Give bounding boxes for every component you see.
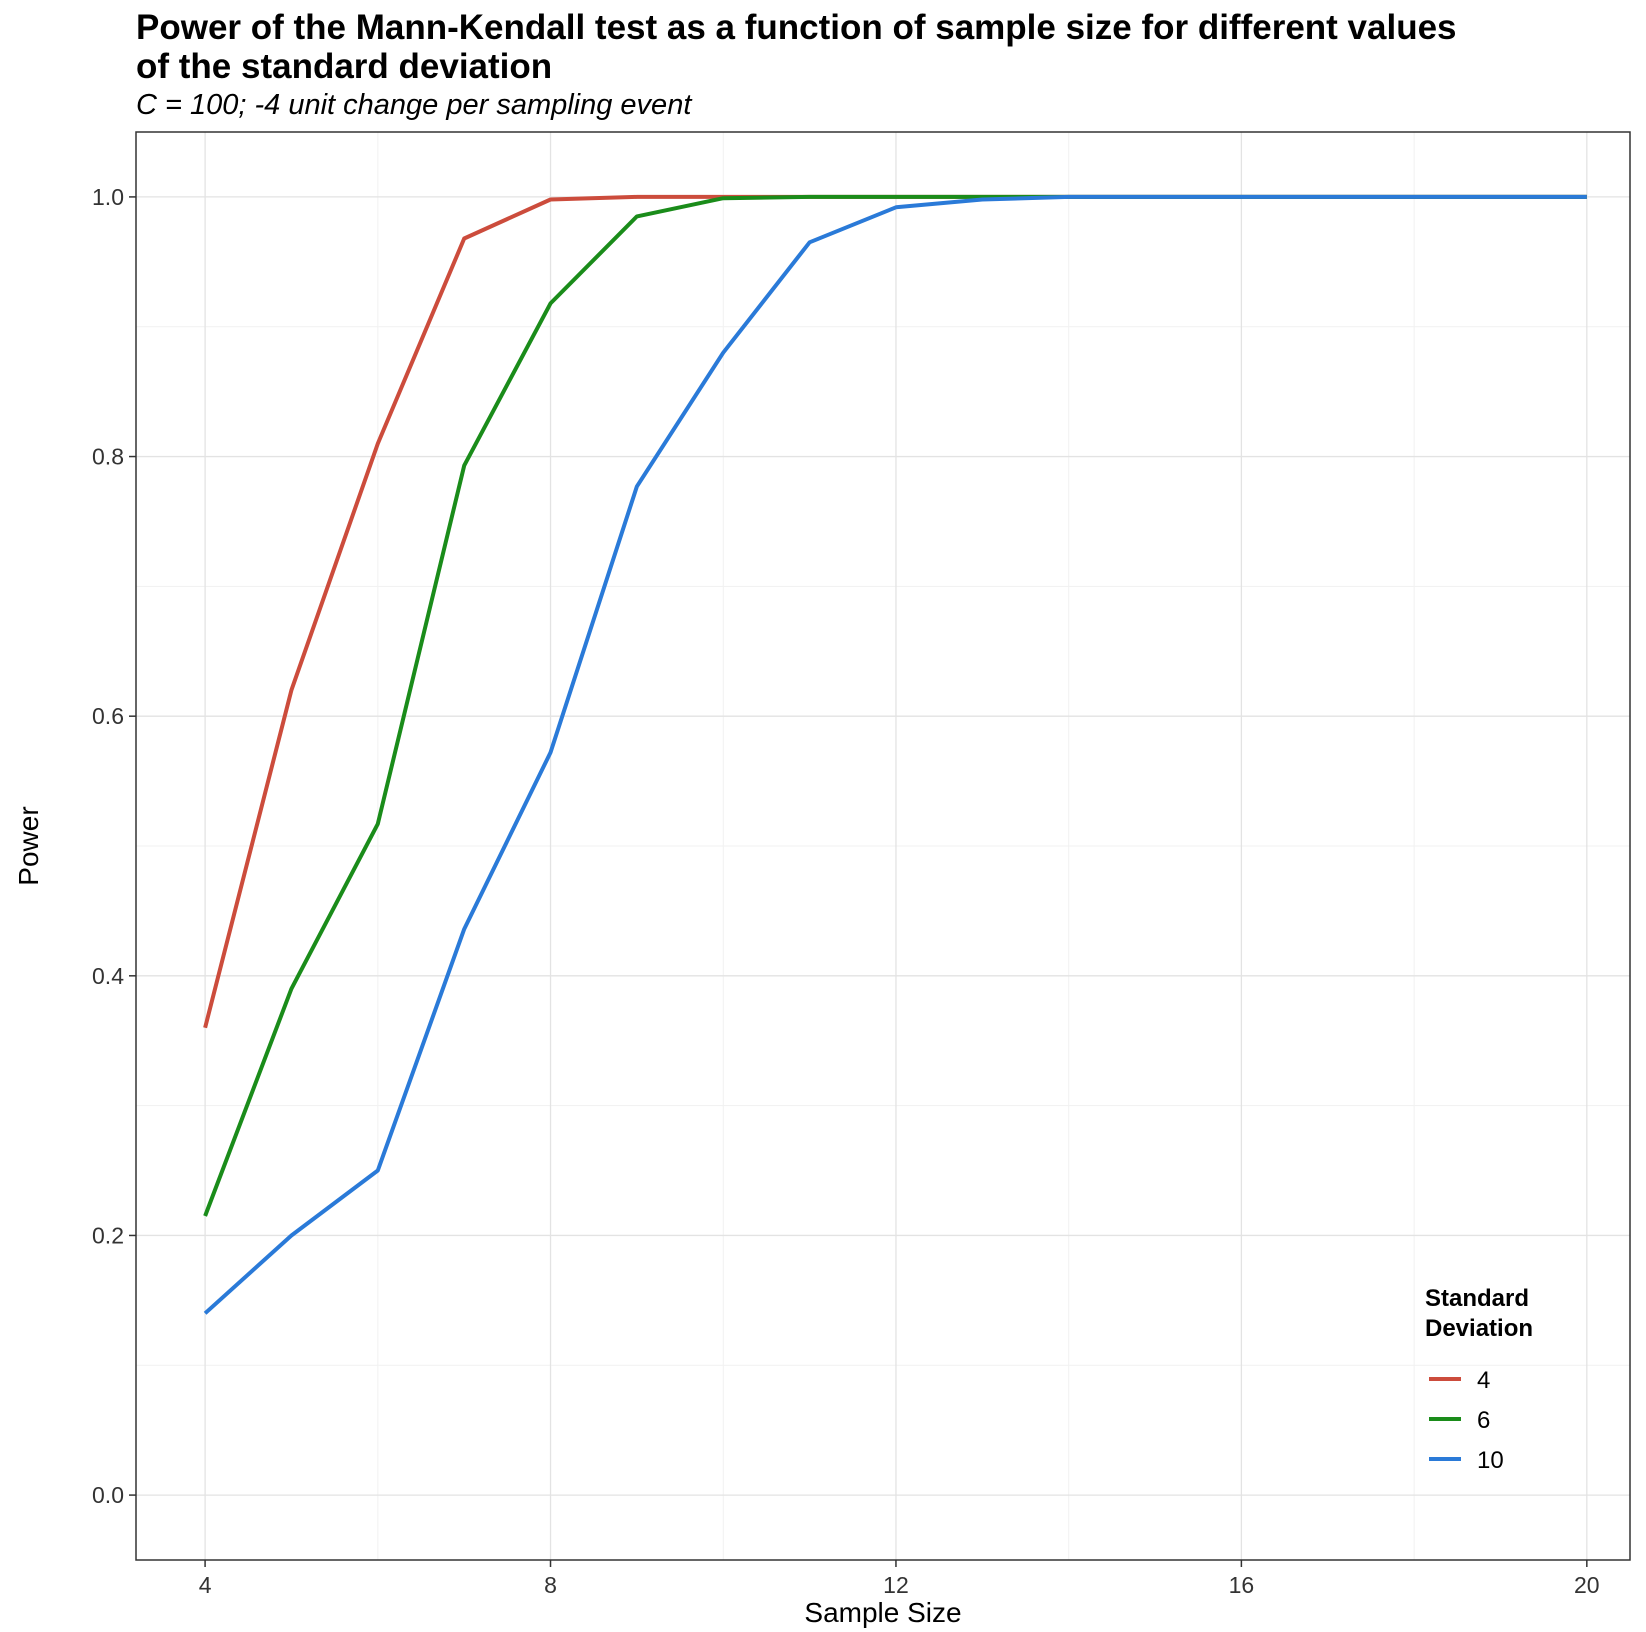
chart-title: Power of the Mann-Kendall test as a func… — [136, 8, 1457, 86]
legend-items: 4 6 10 — [1429, 1367, 1504, 1474]
grid-lines — [136, 132, 1630, 1560]
legend: Standard Deviation 4 6 10 — [1425, 1285, 1533, 1474]
series-line-sd-10 — [203, 194, 1587, 1315]
y-tick-label: 0.6 — [92, 703, 124, 729]
y-tick-label: 0.2 — [92, 1222, 124, 1248]
y-tick-label: 1.0 — [92, 184, 124, 210]
y-tick-label: 0.0 — [92, 1482, 124, 1508]
x-tick-label: 12 — [883, 1572, 909, 1598]
y-axis-title: Power — [13, 806, 44, 885]
axis-ticks: 4 8 12 16 20 0.0 0.2 0.4 0.6 0.8 1.0 — [92, 184, 1600, 1598]
x-tick-label: 4 — [199, 1572, 212, 1598]
legend-label-sd-10: 10 — [1477, 1447, 1504, 1474]
plot-panel-border — [135, 131, 1631, 1561]
legend-title-line-1: Standard — [1425, 1285, 1529, 1312]
chart-subtitle: C = 100; -4 unit change per sampling eve… — [136, 89, 692, 121]
y-tick-label: 0.4 — [92, 963, 124, 989]
legend-label-sd-6: 6 — [1477, 1407, 1490, 1434]
x-tick-label: 8 — [544, 1572, 557, 1598]
x-axis-title: Sample Size — [804, 1597, 961, 1628]
legend-label-sd-4: 4 — [1477, 1367, 1490, 1394]
legend-title-line-2: Deviation — [1425, 1315, 1533, 1342]
x-tick-label: 16 — [1229, 1572, 1255, 1598]
x-tick-label: 20 — [1574, 1572, 1600, 1598]
y-tick-label: 0.8 — [92, 444, 124, 470]
series-lines — [203, 194, 1587, 1315]
